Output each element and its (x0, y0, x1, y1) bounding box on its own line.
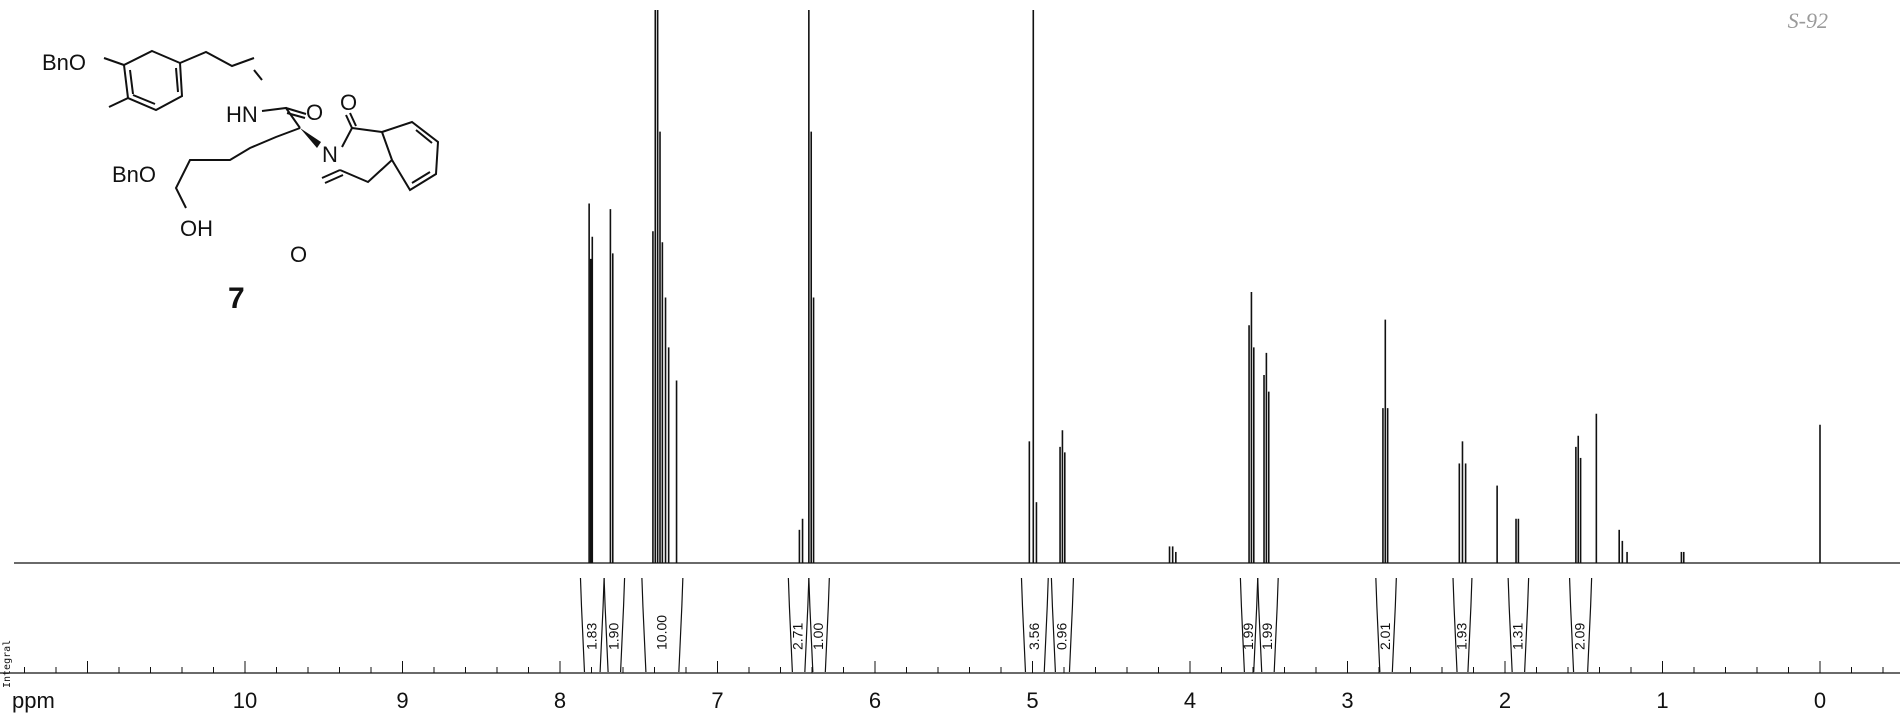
bond (103, 57, 125, 66)
integral-bracket-right (599, 577, 605, 673)
resorcinol-ring (122, 49, 184, 112)
x-axis-tick-label: 5 (1026, 688, 1038, 713)
page-label: S-92 (1787, 8, 1828, 33)
bond (324, 174, 344, 184)
integral-bracket-left (1239, 577, 1245, 673)
imide-oxygen-label: O (340, 90, 357, 115)
integral-bracket-left (1375, 577, 1381, 673)
integral-bracket-left (787, 577, 793, 673)
integral-bracket-left (1507, 577, 1513, 673)
x-axis-tick-label: 8 (554, 688, 566, 713)
bno-label: BnO (42, 50, 86, 75)
bond (132, 94, 156, 105)
integral-bracket-right (1587, 577, 1593, 673)
bond (253, 69, 263, 81)
integral-bracket-left (603, 577, 609, 673)
integral-bracket-right (1068, 577, 1075, 673)
integral-value-label: 1.83 (583, 623, 599, 650)
benzo-ring (381, 120, 440, 192)
imide-oxygen-label: O (290, 242, 307, 267)
integral-bracket-right (1043, 577, 1049, 673)
x-axis-tick-label: 2 (1499, 688, 1511, 713)
bond (175, 67, 179, 93)
integral-bracket-left (641, 577, 647, 673)
bond (349, 112, 357, 127)
integral-value-label: 2.09 (1572, 623, 1588, 650)
integral-bracket-left (1568, 577, 1575, 673)
bond (345, 114, 353, 129)
hydroxypropyl-chain (174, 127, 301, 209)
bond (285, 107, 307, 115)
bond (108, 97, 129, 108)
x-axis-tick-label: 6 (869, 688, 881, 713)
integral-value-label: 10.00 (653, 615, 669, 650)
x-axis-unit-label: ppm (12, 688, 55, 713)
bno-label: BnO (112, 162, 156, 187)
amide-oxygen-label: O (306, 100, 323, 125)
hydroxyl-label: OH (180, 216, 213, 241)
chemical-structure (103, 49, 440, 209)
integral-bracket-right (1253, 577, 1259, 673)
x-axis-tick-label: 4 (1184, 688, 1196, 713)
integral-value-label: 1.90 (605, 623, 621, 650)
integral-bracket-right (1524, 577, 1530, 673)
integral-value-label: 2.71 (790, 623, 806, 650)
x-axis-tick-label: 1 (1656, 688, 1668, 713)
bond (129, 69, 134, 95)
integral-value-label: 1.31 (1509, 623, 1525, 650)
integral-bracket-right (804, 577, 810, 673)
hn-label: HN (226, 102, 258, 127)
structure-labels: BnO BnO HN O N O O OH (42, 50, 357, 267)
integral-bracket-right (824, 577, 830, 673)
integral-bracket-left (579, 577, 586, 673)
integral-value-label: 0.96 (1053, 623, 1069, 650)
integral-bracket-right (1467, 577, 1473, 673)
x-axis-tick-label: 10 (233, 688, 257, 713)
x-axis-tick-label: 7 (711, 688, 723, 713)
integral-value-label: 3.56 (1026, 623, 1042, 650)
x-axis-tick-label: 9 (396, 688, 408, 713)
bond (321, 169, 341, 179)
integral-axis-label: Integral (2, 639, 13, 688)
integral-value-label: 1.99 (1240, 623, 1256, 650)
x-axis-tick-label: 0 (1814, 688, 1826, 713)
integral-bracket-left (1257, 577, 1263, 673)
x-axis-tick-label: 3 (1341, 688, 1353, 713)
integral-bracket-left (808, 577, 814, 673)
ethyl-chain (179, 50, 255, 68)
integral-bracket-left (1452, 577, 1458, 673)
compound-number-label: 7 (228, 282, 245, 315)
imide-ring (339, 126, 394, 184)
bond (286, 112, 306, 119)
integral-bracket-right (1391, 577, 1397, 673)
bond (415, 129, 433, 144)
bond (411, 171, 431, 184)
integral-value-label: 1.00 (810, 623, 826, 650)
integral-bracket-right (678, 577, 684, 673)
plot-area: 1.83 1.90 10.00 2.71 1.00 3.56 0.96 1.99 1.99 2.0… (0, 10, 1900, 713)
integral-value-label: 1.99 (1259, 623, 1275, 650)
integral-value-label: 1.93 (1453, 623, 1469, 650)
integral-bracket-right (619, 577, 626, 673)
integral-bracket-left (1020, 577, 1027, 673)
imide-nitrogen-label: N (322, 142, 338, 167)
integral-value-label: 2.01 (1377, 623, 1393, 650)
integral-bracket-right (1273, 577, 1279, 673)
integral-bracket-left (1050, 577, 1056, 673)
stereo-wedge (300, 128, 321, 148)
